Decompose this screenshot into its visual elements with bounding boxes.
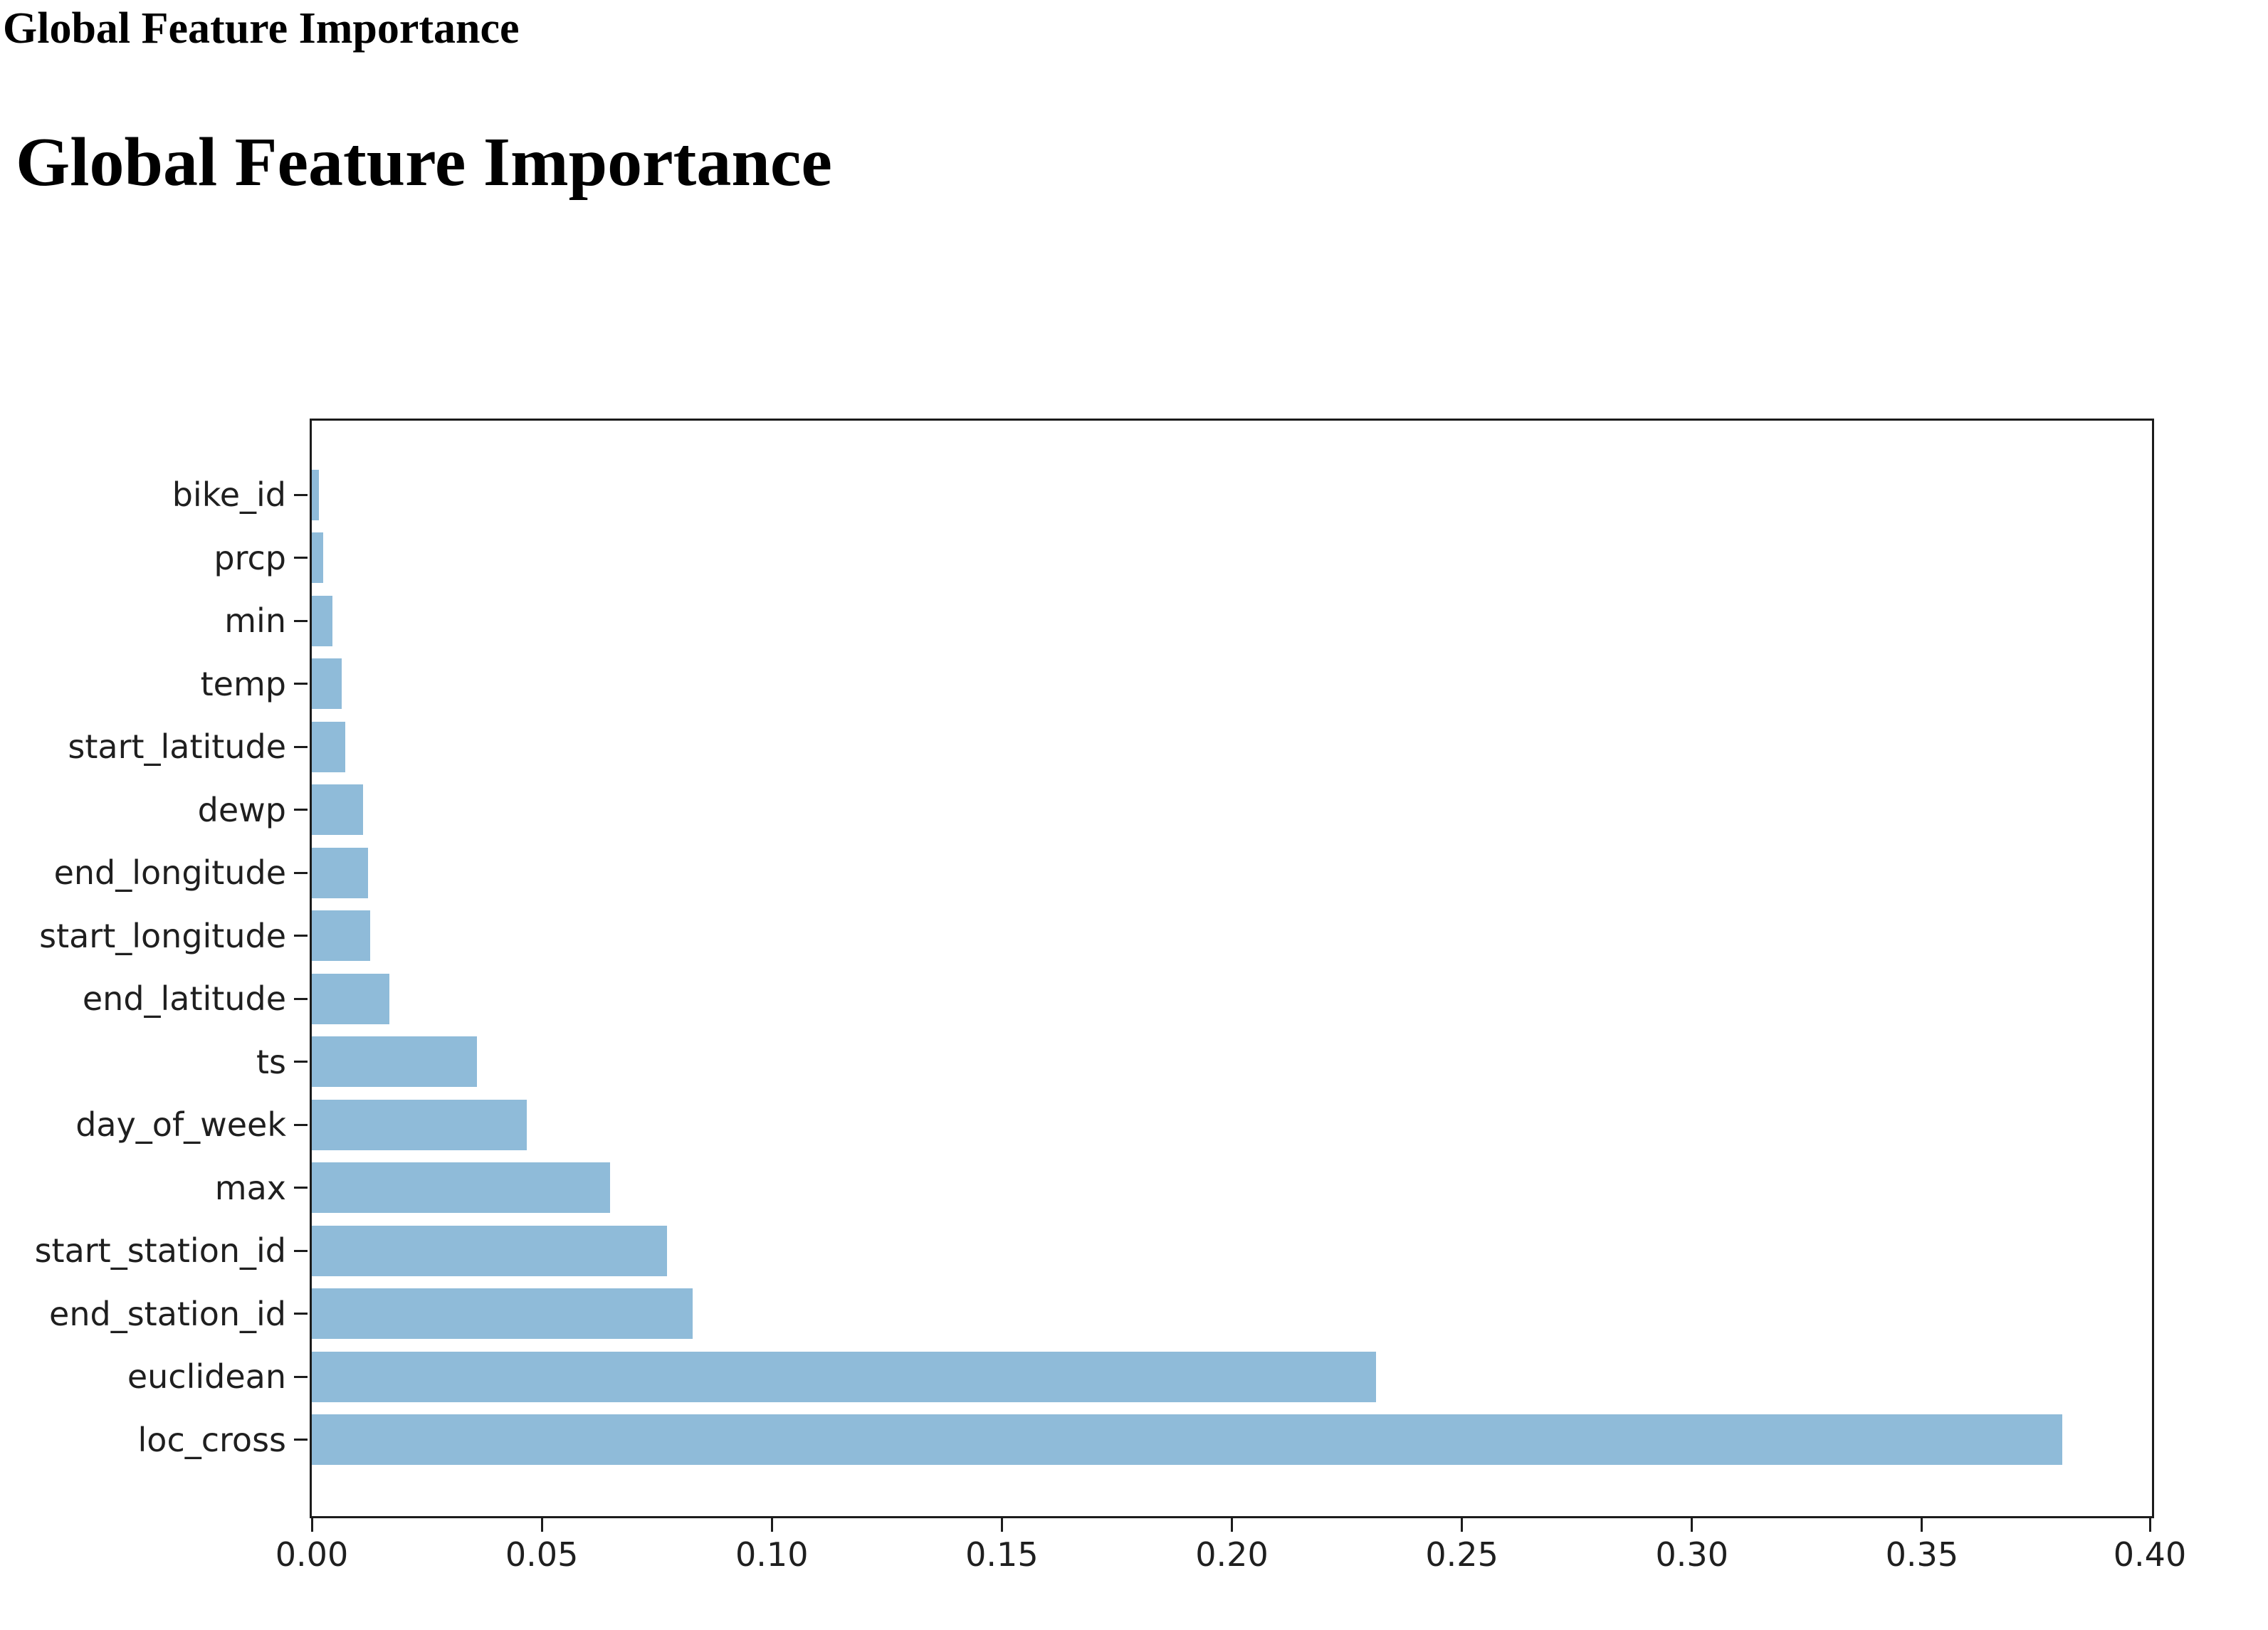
- x-tick-mark: [1691, 1518, 1694, 1532]
- x-tick-label-0.35: 0.35: [1885, 1535, 1959, 1574]
- y-tick-label-bike_id: bike_id: [172, 475, 286, 514]
- x-tick-mark: [1921, 1518, 1923, 1532]
- bar-dewp: [312, 784, 364, 835]
- y-tick-mark: [294, 1375, 308, 1378]
- y-tick-label-temp: temp: [200, 664, 286, 703]
- y-tick-mark: [294, 1249, 308, 1252]
- y-tick-mark: [294, 935, 308, 937]
- bar-day_of_week: [312, 1099, 527, 1150]
- y-tick-mark: [294, 871, 308, 874]
- bar-max: [312, 1162, 610, 1213]
- y-tick-label-end_longitude: end_longitude: [53, 853, 286, 892]
- bar-bike_id: [312, 469, 319, 520]
- y-tick-mark: [294, 1123, 308, 1126]
- x-tick-mark: [1461, 1518, 1464, 1532]
- x-tick-mark: [770, 1518, 773, 1532]
- bar-start_station_id: [312, 1225, 667, 1276]
- plot-area: [310, 419, 2154, 1518]
- y-tick-mark: [294, 1187, 308, 1189]
- y-tick-label-euclidean: euclidean: [127, 1357, 286, 1396]
- x-tick-label-0.25: 0.25: [1425, 1535, 1498, 1574]
- y-tick-mark: [294, 619, 308, 622]
- x-tick-label-0.00: 0.00: [275, 1535, 349, 1574]
- y-tick-mark: [294, 1313, 308, 1315]
- x-tick-label-0.30: 0.30: [1655, 1535, 1728, 1574]
- x-tick-label-0.05: 0.05: [505, 1535, 579, 1574]
- page-title-large: Global Feature Importance: [16, 124, 832, 201]
- y-tick-label-loc_cross: loc_cross: [137, 1420, 286, 1459]
- page-title-small: Global Feature Importance: [3, 4, 520, 53]
- y-tick-mark: [294, 745, 308, 748]
- y-tick-label-end_station_id: end_station_id: [49, 1294, 286, 1333]
- y-tick-label-end_latitude: end_latitude: [82, 979, 286, 1018]
- y-tick-mark: [294, 683, 308, 685]
- bar-start_latitude: [312, 721, 345, 772]
- bar-prcp: [312, 532, 324, 583]
- y-tick-mark: [294, 809, 308, 811]
- x-tick-mark: [1000, 1518, 1003, 1532]
- y-tick-label-start_station_id: start_station_id: [34, 1231, 286, 1270]
- x-tick-label-0.10: 0.10: [735, 1535, 809, 1574]
- y-tick-mark: [294, 493, 308, 496]
- y-tick-label-max: max: [214, 1168, 286, 1207]
- x-tick-label-0.40: 0.40: [2113, 1535, 2187, 1574]
- bar-end_latitude: [312, 973, 389, 1024]
- bar-euclidean: [312, 1351, 1377, 1402]
- x-tick-mark: [310, 1518, 313, 1532]
- x-tick-mark: [1231, 1518, 1233, 1532]
- y-tick-mark: [294, 557, 308, 559]
- x-tick-mark: [540, 1518, 543, 1532]
- x-tick-label-0.20: 0.20: [1195, 1535, 1269, 1574]
- bar-loc_cross: [312, 1414, 2062, 1465]
- y-tick-label-day_of_week: day_of_week: [75, 1105, 286, 1144]
- y-tick-label-min: min: [224, 601, 286, 640]
- bar-temp: [312, 658, 342, 709]
- y-tick-mark: [294, 1061, 308, 1063]
- y-tick-label-dewp: dewp: [197, 790, 286, 829]
- bar-end_station_id: [312, 1288, 693, 1339]
- x-tick-label-0.15: 0.15: [965, 1535, 1039, 1574]
- y-tick-label-ts: ts: [256, 1042, 286, 1081]
- y-tick-mark: [294, 1439, 308, 1441]
- x-tick-mark: [2148, 1518, 2151, 1532]
- bar-ts: [312, 1036, 477, 1087]
- y-tick-label-prcp: prcp: [214, 538, 286, 577]
- y-tick-label-start_longitude: start_longitude: [39, 916, 286, 955]
- bar-min: [312, 595, 333, 646]
- y-tick-label-start_latitude: start_latitude: [68, 727, 286, 766]
- bar-end_longitude: [312, 847, 368, 898]
- y-tick-mark: [294, 997, 308, 1000]
- bar-start_longitude: [312, 910, 371, 961]
